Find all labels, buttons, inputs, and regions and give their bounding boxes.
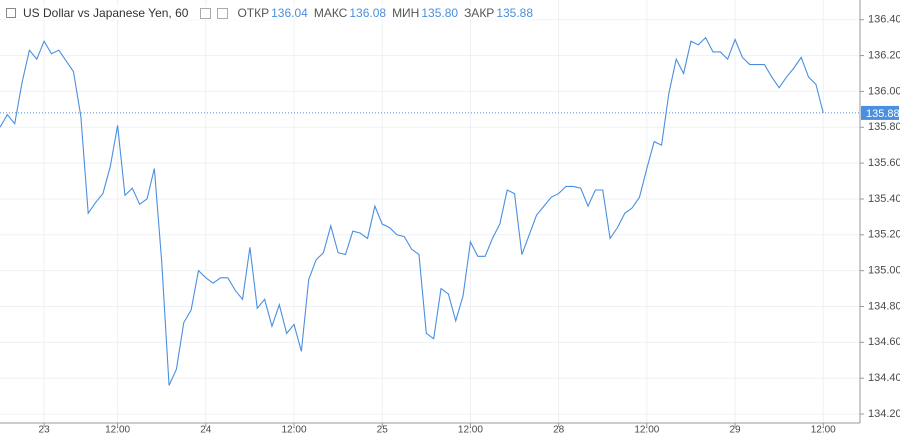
field-label: ОТКР [237,6,270,20]
y-tick-label: 136.40 [868,14,900,26]
current-price-label: 135.88 [866,108,900,120]
y-tick-label: 135.60 [868,157,900,169]
x-tick-label: 12:00 [634,425,659,436]
x-tick-label: 28 [553,425,565,436]
icon[interactable] [200,7,212,19]
current-price-box [861,105,899,120]
x-tick-label: 12:00 [458,425,483,436]
y-tick-label: 135.20 [868,229,900,241]
y-tick-label: 136.20 [868,49,900,61]
legend-header: US Dollar vs Japanese Yen, 60 ОТКР 136.04… [6,6,534,20]
field-label: ЗАКР [464,6,495,20]
x-tick-label: 29 [729,425,741,436]
x-tick-label: 12:00 [811,425,836,436]
y-tick-label: 135.40 [868,193,900,205]
ohlc-fields: ОТКР 136.04 МАКС 136.08 МИН 135.80 ЗАКР 135.88 [233,6,533,20]
field-value: 135.88 [496,6,534,20]
field-label: МАКС [313,6,348,20]
field-label: МИН [392,6,420,20]
field-value: 136.08 [349,6,387,20]
icon[interactable] [217,7,229,19]
y-tick-label: 134.20 [868,408,900,420]
x-tick-label: 12:00 [105,425,130,436]
y-tick-label: 136.00 [868,85,900,97]
collapse-button[interactable] [6,8,16,18]
field-value: 135.80 [421,6,459,20]
y-tick-label: 135.00 [868,265,900,277]
x-tick-label: 12:00 [282,425,307,436]
y-tick-label: 134.80 [868,300,900,312]
y-tick-label: 135.80 [868,121,900,133]
y-tick-label: 134.40 [868,372,900,384]
x-tick-label: 25 [377,425,389,436]
y-tick-label: 134.60 [868,336,900,348]
symbol-title: US Dollar vs Japanese Yen, 60 [23,6,189,20]
price-line [0,36,824,386]
x-tick-label: 23 [39,425,51,436]
x-tick-label: 24 [200,425,212,436]
field-value: 136.04 [271,6,308,20]
